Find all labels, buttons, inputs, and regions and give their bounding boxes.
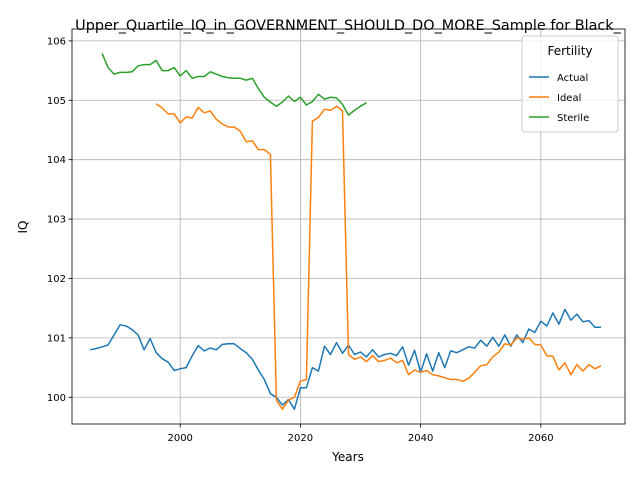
series-line-sterile bbox=[101, 53, 367, 116]
series-line-actual bbox=[89, 308, 601, 410]
y-tick-label: 101 bbox=[47, 333, 66, 344]
legend-label-sterile: Sterile bbox=[557, 113, 589, 124]
y-axis: 100 101 102 103 104 105 106 bbox=[47, 36, 72, 404]
x-axis: 2000 2020 2040 2060 bbox=[167, 424, 554, 444]
x-tick-label: 2060 bbox=[528, 433, 553, 444]
y-tick-label: 106 bbox=[47, 36, 66, 47]
y-tick-label: 104 bbox=[47, 155, 66, 166]
legend-title: Fertility bbox=[547, 44, 592, 58]
x-tick-label: 2020 bbox=[288, 433, 313, 444]
series-lines bbox=[89, 53, 602, 410]
x-tick-label: 2000 bbox=[167, 433, 192, 444]
legend: Fertility Actual Ideal Sterile bbox=[521, 35, 619, 133]
series-line-ideal bbox=[155, 103, 602, 410]
y-tick-label: 100 bbox=[47, 393, 66, 404]
chart-title: Upper_Quartile_IQ_in_GOVERNMENT_SHOULD_D… bbox=[75, 18, 621, 34]
legend-label-actual: Actual bbox=[557, 73, 588, 84]
y-tick-label: 105 bbox=[47, 96, 66, 107]
x-axis-label: Years bbox=[331, 450, 364, 464]
y-tick-label: 103 bbox=[47, 215, 66, 226]
legend-box bbox=[521, 35, 619, 133]
y-axis-label: IQ bbox=[16, 221, 30, 234]
legend-items: Actual Ideal Sterile bbox=[529, 73, 589, 124]
legend-label-ideal: Ideal bbox=[557, 93, 581, 104]
x-tick-label: 2040 bbox=[408, 433, 433, 444]
y-tick-label: 102 bbox=[47, 274, 66, 285]
plot-frame bbox=[71, 28, 626, 425]
